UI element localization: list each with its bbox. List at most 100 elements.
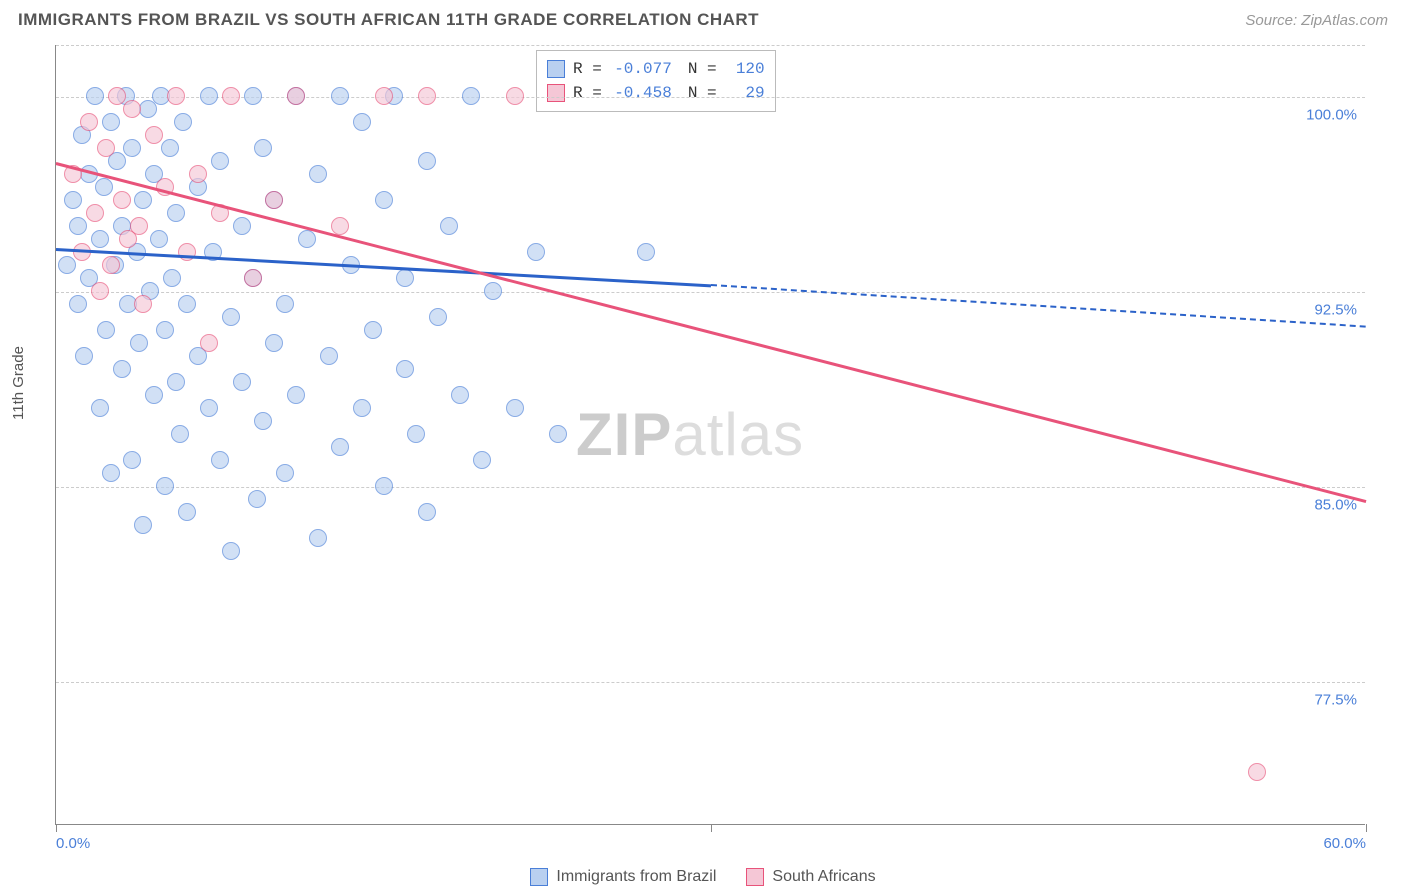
gridline [56, 487, 1365, 488]
x-tick [1366, 824, 1367, 832]
scatter-point-brazil [178, 295, 196, 313]
scatter-point-brazil [287, 386, 305, 404]
scatter-point-brazil [375, 191, 393, 209]
scatter-point-brazil [309, 165, 327, 183]
scatter-point-brazil [527, 243, 545, 261]
scatter-point-south-africa [145, 126, 163, 144]
scatter-point-south-africa [506, 87, 524, 105]
scatter-point-brazil [484, 282, 502, 300]
scatter-point-brazil [320, 347, 338, 365]
stats-r-label: R = [573, 57, 602, 81]
scatter-point-south-africa [375, 87, 393, 105]
scatter-point-brazil [407, 425, 425, 443]
legend-label-brazil: Immigrants from Brazil [556, 868, 716, 886]
scatter-point-brazil [254, 139, 272, 157]
gridline [56, 292, 1365, 293]
scatter-point-south-africa [222, 87, 240, 105]
scatter-point-brazil [549, 425, 567, 443]
scatter-point-brazil [58, 256, 76, 274]
legend-label-south-africa: South Africans [772, 868, 875, 886]
y-tick-label: 92.5% [1314, 302, 1357, 319]
scatter-point-brazil [375, 477, 393, 495]
scatter-point-brazil [95, 178, 113, 196]
scatter-point-brazil [102, 464, 120, 482]
scatter-plot-area: ZIPatlas R =-0.077N =120R =-0.458N =29 7… [55, 45, 1365, 825]
scatter-point-brazil [200, 87, 218, 105]
scatter-point-south-africa [178, 243, 196, 261]
correlation-stats-box: R =-0.077N =120R =-0.458N =29 [536, 50, 776, 112]
x-tick-label: 0.0% [56, 835, 90, 852]
scatter-point-brazil [163, 269, 181, 287]
scatter-point-brazil [211, 152, 229, 170]
scatter-point-brazil [211, 451, 229, 469]
scatter-point-brazil [418, 152, 436, 170]
scatter-point-brazil [102, 113, 120, 131]
y-axis-label: 11th Grade [10, 346, 27, 420]
scatter-point-brazil [244, 87, 262, 105]
scatter-point-brazil [134, 191, 152, 209]
stats-row-south-africa: R =-0.458N =29 [547, 81, 765, 105]
stats-n-label: N = [688, 57, 717, 81]
stats-r-value-south-africa: -0.458 [610, 81, 672, 105]
scatter-point-brazil [396, 269, 414, 287]
scatter-point-south-africa [418, 87, 436, 105]
scatter-point-south-africa [265, 191, 283, 209]
scatter-point-brazil [91, 230, 109, 248]
bottom-legend: Immigrants from Brazil South Africans [0, 868, 1406, 886]
legend-swatch-south-africa [746, 868, 764, 886]
stats-swatch-south-africa [547, 84, 565, 102]
stats-row-brazil: R =-0.077N =120 [547, 57, 765, 81]
scatter-point-south-africa [167, 87, 185, 105]
scatter-point-south-africa [244, 269, 262, 287]
scatter-point-brazil [174, 113, 192, 131]
scatter-point-brazil [69, 295, 87, 313]
gridline [56, 45, 1365, 46]
scatter-point-brazil [86, 87, 104, 105]
source-label: Source: [1245, 12, 1301, 29]
scatter-point-brazil [145, 386, 163, 404]
scatter-point-brazil [222, 542, 240, 560]
scatter-point-brazil [451, 386, 469, 404]
scatter-point-brazil [64, 191, 82, 209]
stats-r-value-brazil: -0.077 [610, 57, 672, 81]
scatter-point-brazil [396, 360, 414, 378]
scatter-point-brazil [331, 87, 349, 105]
watermark: ZIPatlas [576, 400, 804, 469]
scatter-point-brazil [506, 399, 524, 417]
scatter-point-south-africa [130, 217, 148, 235]
scatter-point-south-africa [102, 256, 120, 274]
stats-r-label: R = [573, 81, 602, 105]
scatter-point-brazil [331, 438, 349, 456]
scatter-point-south-africa [331, 217, 349, 235]
scatter-point-brazil [462, 87, 480, 105]
scatter-point-brazil [161, 139, 179, 157]
trend-line-brazil [56, 248, 711, 287]
scatter-point-brazil [222, 308, 240, 326]
scatter-point-brazil [123, 139, 141, 157]
scatter-point-south-africa [91, 282, 109, 300]
scatter-point-brazil [69, 217, 87, 235]
scatter-point-brazil [134, 516, 152, 534]
scatter-point-brazil [265, 334, 283, 352]
scatter-point-brazil [171, 425, 189, 443]
scatter-point-south-africa [200, 334, 218, 352]
scatter-point-south-africa [1248, 763, 1266, 781]
scatter-point-brazil [123, 451, 141, 469]
scatter-point-brazil [167, 373, 185, 391]
source-name: ZipAtlas.com [1301, 12, 1388, 29]
scatter-point-brazil [298, 230, 316, 248]
scatter-point-brazil [364, 321, 382, 339]
scatter-point-brazil [276, 295, 294, 313]
scatter-point-brazil [233, 217, 251, 235]
watermark-zip: ZIP [576, 401, 672, 468]
watermark-atlas: atlas [672, 401, 804, 468]
scatter-point-brazil [248, 490, 266, 508]
scatter-point-brazil [254, 412, 272, 430]
scatter-point-brazil [309, 529, 327, 547]
scatter-point-brazil [167, 204, 185, 222]
scatter-point-brazil [440, 217, 458, 235]
scatter-point-brazil [113, 360, 131, 378]
scatter-point-brazil [156, 321, 174, 339]
scatter-point-south-africa [123, 100, 141, 118]
scatter-point-brazil [233, 373, 251, 391]
